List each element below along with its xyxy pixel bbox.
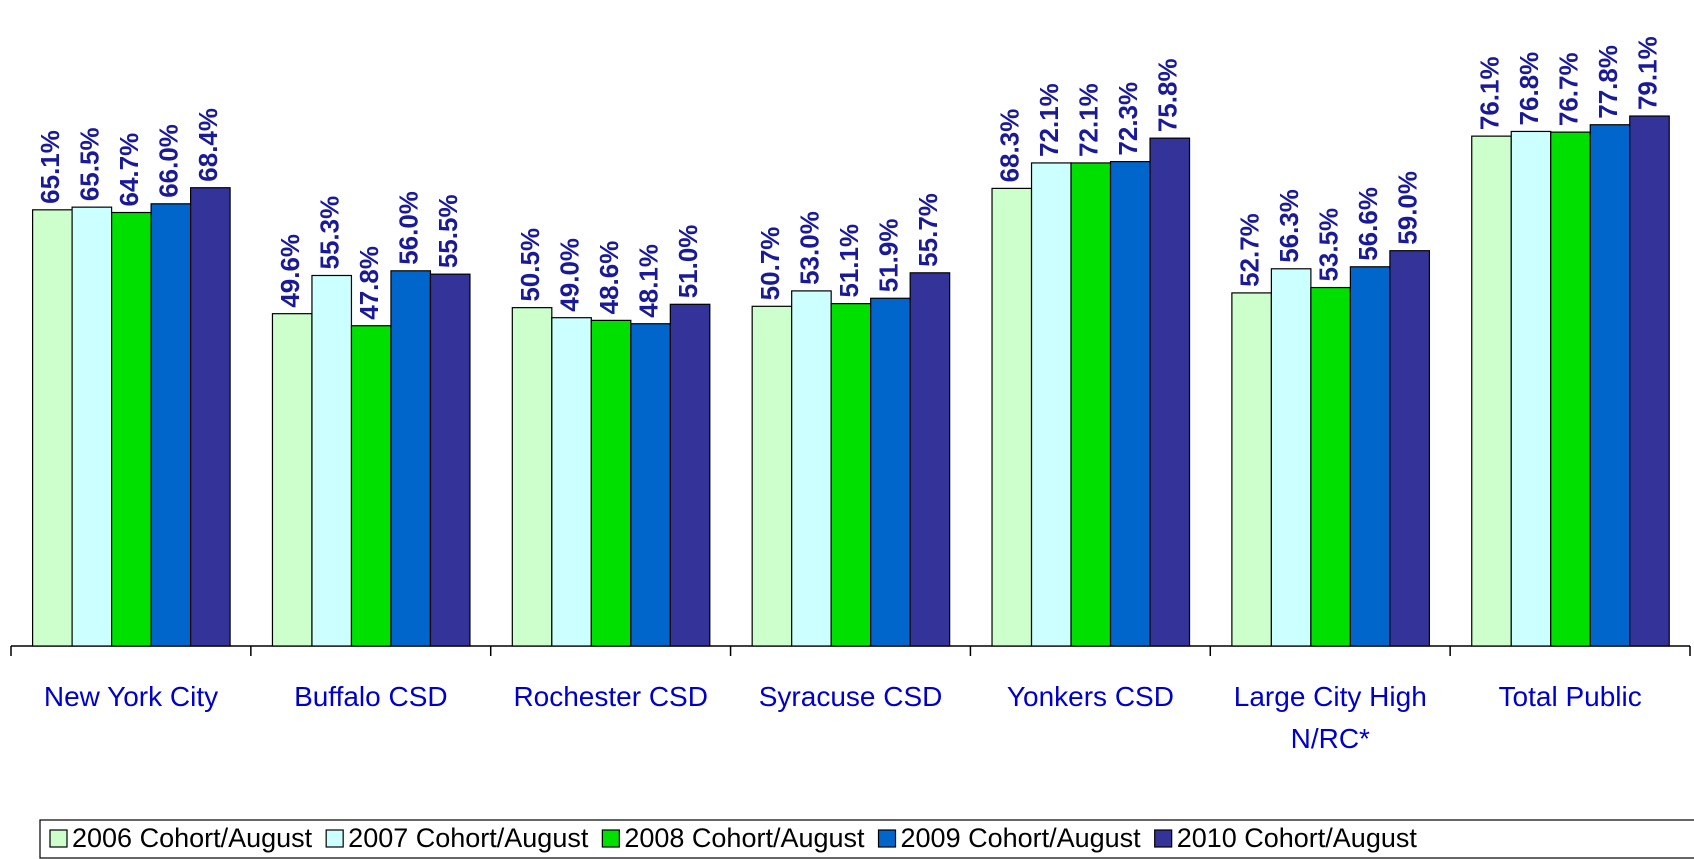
x-tick-label: Rochester CSD [513,681,708,712]
value-label: 65.1% [35,130,65,204]
value-label: 47.8% [354,246,384,320]
value-label: 76.7% [1553,52,1583,126]
legend-swatch [49,829,68,848]
x-tick-label: Yonkers CSD [1006,681,1174,712]
x-tick-label: Total Public [1498,681,1642,712]
value-label: 49.6% [275,234,305,308]
bar [791,290,832,647]
value-label: 72.3% [1113,82,1143,156]
x-tick-label: New York City [43,681,219,712]
bar [909,272,951,647]
value-label: 49.0% [554,238,584,312]
value-label: 65.5% [75,127,105,201]
bar [830,303,872,647]
x-tick-label: Syracuse CSD [758,681,943,712]
value-label: 51.1% [834,224,864,298]
legend-label: 2010 Cohort/August [1177,823,1418,853]
legend-swatch [877,829,897,848]
legend-label: 2006 Cohort/August [72,823,313,853]
bar [511,307,553,647]
bar [1070,162,1112,647]
bar [1109,160,1151,647]
bar [311,274,353,647]
value-label: 56.0% [394,191,424,265]
bar [1629,115,1670,647]
x-tick-label: Large City High N/RC* [1233,681,1427,754]
bar [190,187,231,647]
bar [1310,286,1351,647]
bar [551,317,592,647]
bar [271,313,313,647]
bar [1270,268,1312,647]
legend-swatch [601,829,620,848]
value-label: 52.7% [1235,213,1265,287]
value-label: 48.1% [633,244,663,318]
bar [1550,131,1591,647]
bar [1510,130,1552,647]
value-label: 76.8% [1514,52,1544,126]
bar [1149,137,1191,647]
bar [991,187,1033,647]
value-label: 72.1% [1074,83,1104,157]
legend-swatch [325,829,344,848]
value-label: 50.5% [515,228,545,302]
value-label: 77.8% [1593,45,1623,119]
value-label: 51.0% [673,225,703,299]
bar [1231,292,1272,647]
x-tick-label: Buffalo CSD [294,681,448,712]
bar [150,203,192,647]
legend-label: 2009 Cohort/August [901,823,1142,853]
value-label: 51.9% [873,219,903,293]
value-label: 55.5% [433,194,463,268]
value-label: 79.1% [1632,36,1662,110]
value-label: 56.6% [1353,187,1383,261]
value-label: 72.1% [1034,83,1064,157]
bar [390,270,432,647]
bar [870,297,911,647]
value-label: 55.3% [315,196,345,270]
legend-label: 2007 Cohort/August [348,823,589,853]
bar [1471,135,1512,647]
value-label: 50.7% [755,227,785,301]
value-label: 68.3% [995,109,1025,183]
value-label: 59.0% [1393,171,1423,245]
bar [350,325,392,647]
bar [1389,250,1430,647]
value-label: 48.6% [594,241,624,315]
value-label: 76.1% [1474,56,1504,130]
bar [1030,162,1072,647]
bar [1589,124,1631,647]
bar [751,305,793,647]
value-label: 53.5% [1314,208,1344,282]
bar [110,211,152,647]
bar [590,319,632,647]
value-label: 53.0% [794,211,824,285]
value-label: 56.3% [1274,189,1304,263]
legend-label: 2008 Cohort/August [624,823,865,853]
bar [630,323,671,647]
bar [429,273,471,647]
legend-swatch [1154,829,1173,848]
bar [669,303,711,647]
value-label: 64.7% [114,133,144,207]
value-label: 75.8% [1153,58,1183,132]
legend-box [39,819,1694,859]
bar [1349,266,1391,647]
bar [31,209,73,647]
value-label: 55.7% [913,193,943,267]
value-label: 68.4% [193,108,223,182]
bar [71,206,113,647]
value-label: 66.0% [154,124,184,198]
